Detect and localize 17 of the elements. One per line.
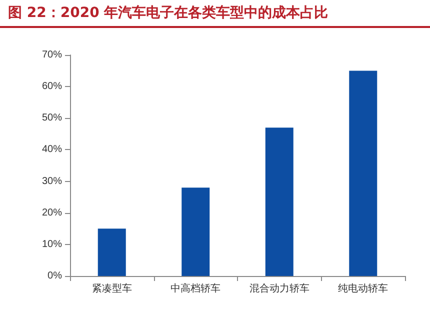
y-tick-label: 70% <box>42 50 62 60</box>
bar <box>182 188 210 276</box>
bar <box>349 70 378 276</box>
y-tick-label: 40% <box>42 144 62 156</box>
x-tick-label: 混合动力轿车 <box>249 282 310 294</box>
y-tick-label: 20% <box>42 207 62 218</box>
bar <box>265 128 294 276</box>
y-tick-label: 60% <box>42 81 62 92</box>
chart-title: 图 22：2020 年汽车电子在各类车型中的成本占比 <box>8 4 328 22</box>
x-tick-label: 纯电动轿车 <box>338 282 388 294</box>
y-tick-label: 50% <box>42 112 62 124</box>
bar <box>98 228 126 276</box>
x-tick-label: 中高档轿车 <box>170 282 221 294</box>
y-tick-label: 30% <box>42 176 62 187</box>
x-tick-label: 紧凑型车 <box>92 282 132 294</box>
y-tick-label: 0% <box>48 270 62 282</box>
y-tick-label: 10% <box>42 238 62 250</box>
